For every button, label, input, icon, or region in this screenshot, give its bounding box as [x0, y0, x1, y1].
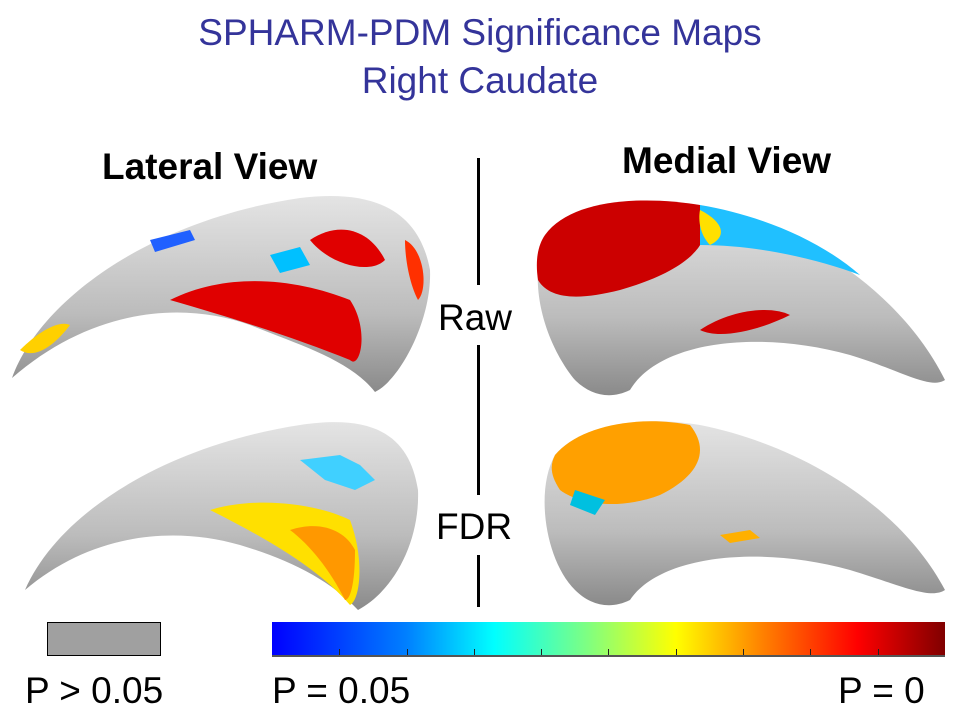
p-value-colorbar — [272, 622, 945, 657]
legend-max-label: P = 0 — [838, 670, 925, 711]
medial-fdr-surface — [544, 421, 945, 606]
legend-min-label: P = 0.05 — [272, 670, 411, 711]
lateral-raw-surface — [12, 195, 431, 392]
legend-nonsig-label: P > 0.05 — [25, 670, 164, 711]
row-label-fdr: FDR — [436, 506, 513, 547]
lateral-view-heading: Lateral View — [102, 146, 318, 187]
divider-middle — [477, 345, 480, 495]
medial-raw-surface — [536, 200, 945, 396]
medial-view-heading: Medial View — [622, 140, 832, 181]
nonsignificant-swatch — [47, 622, 161, 656]
divider-bottom — [477, 555, 480, 607]
figure-title-line2: Right Caudate — [361, 60, 599, 101]
divider-top — [477, 158, 480, 285]
figure-title-line1: SPHARM-PDM Significance Maps — [198, 12, 762, 53]
row-label-raw: Raw — [438, 297, 513, 338]
lateral-fdr-surface — [25, 422, 419, 610]
